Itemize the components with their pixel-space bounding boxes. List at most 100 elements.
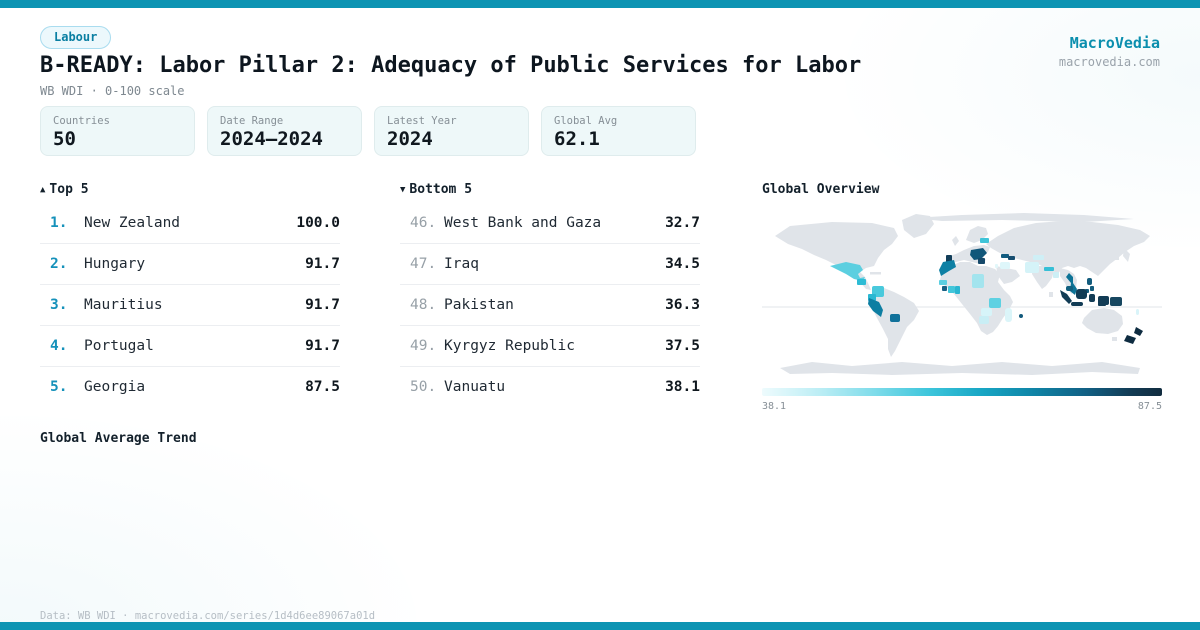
bottom5-panel: ▼ Bottom 5 46. West Bank and Gaza 32.7 47. Ir… (400, 182, 700, 407)
top5-title: Top 5 (49, 182, 89, 197)
map-region-greece (978, 258, 985, 264)
ranking-row: 4. Portugal 91.7 (40, 326, 340, 367)
map-region-cambodia (1066, 286, 1073, 291)
rank-number: 50. (410, 379, 437, 395)
brand-block: MacroVedia macrovedia.com (1058, 34, 1160, 70)
country-value: 37.5 (665, 338, 700, 354)
stat-card-date-range: Date Range 2024—2024 (207, 106, 362, 156)
map-region-guatemala (857, 279, 866, 285)
legend-min-label: 38.1 (762, 401, 787, 412)
down-triangle-icon: ▼ (400, 185, 406, 195)
page-subtitle: WB WDI · 0-100 scale (40, 84, 185, 98)
ranking-row: 50. Vanuatu 38.1 (400, 367, 700, 407)
trend-chart-area (40, 452, 1160, 602)
stat-value: 62.1 (554, 128, 600, 150)
stats-row: Countries 50 Date Range 2024—2024 Latest… (40, 106, 696, 156)
map-region-vietnam (1066, 273, 1077, 295)
map-region-botswana (979, 316, 989, 324)
map-region-new-zealand (1124, 335, 1136, 344)
stat-label: Countries (53, 115, 110, 127)
map-region-pakistan (1025, 262, 1039, 273)
footer-source-text: Data: WB WDI · macrovedia.com/series/1d4… (40, 610, 376, 622)
up-triangle-icon: ▲ (40, 185, 46, 195)
cuba (870, 272, 881, 275)
map-region-tanzania (989, 298, 1001, 308)
map-region-peru (868, 298, 883, 317)
map-regions (830, 238, 1143, 344)
continent-north-america (775, 222, 898, 290)
rank-number: 49. (410, 338, 437, 354)
country-value: 91.7 (305, 256, 340, 272)
country-name: Mauritius (84, 297, 163, 313)
map-region-paraguay (890, 314, 900, 322)
ranking-row: 47. Iraq 34.5 (400, 244, 700, 285)
country-value: 38.1 (665, 379, 700, 395)
country-name: Pakistan (444, 297, 514, 313)
country-name: Georgia (84, 379, 146, 395)
map-region-philippines (1090, 286, 1094, 291)
map-region-philippines (1087, 278, 1092, 285)
continent-australia (1082, 308, 1123, 334)
continent-arctic-strip (912, 213, 1134, 222)
map-region-cote-divoire (948, 286, 955, 293)
rank-number: 46. (410, 215, 437, 231)
map-region-ghana (955, 286, 960, 294)
map-region-new-zealand (1134, 327, 1143, 336)
ranking-row: 2. Hungary 91.7 (40, 244, 340, 285)
map-region-azerbaijan (1008, 256, 1015, 260)
ranking-row: 1. New Zealand 100.0 (40, 203, 340, 244)
continent-asia (986, 221, 1150, 276)
top-accent-bar (0, 0, 1200, 8)
ranking-row: 3. Mauritius 91.7 (40, 285, 340, 326)
brand-url: macrovedia.com (1058, 55, 1160, 69)
country-name: West Bank and Gaza (444, 215, 602, 231)
rank-number: 48. (410, 297, 437, 313)
brand-name: MacroVedia (1069, 34, 1160, 52)
tasmania (1112, 337, 1117, 341)
map-region-nepal (1044, 267, 1054, 271)
continents (775, 213, 1150, 375)
continent-antarctica (780, 362, 1140, 375)
top5-heading: ▲ Top 5 (40, 182, 340, 198)
map-region-vanuatu (1136, 309, 1139, 315)
map-region-indonesia (1098, 296, 1109, 305)
stat-card-latest-year: Latest Year 2024 (374, 106, 529, 156)
ranking-row: 48. Pakistan 36.3 (400, 285, 700, 326)
continent-greenland (902, 214, 934, 238)
top5-list: 1. New Zealand 100.0 2. Hungary 91.7 3. Mauriti… (40, 203, 340, 407)
map-region-indonesia (1076, 289, 1087, 299)
legend-labels: 38.1 87.5 (762, 401, 1162, 412)
country-value: 91.7 (305, 338, 340, 354)
country-name: Portugal (84, 338, 154, 354)
stat-label: Global Avg (554, 115, 618, 127)
bottom5-heading: ▼ Bottom 5 (400, 182, 700, 198)
stat-label: Latest Year (387, 115, 457, 127)
top5-panel: ▲ Top 5 1. New Zealand 100.0 2. Hungary 91.7 3.… (40, 182, 340, 407)
map-region-indonesia (1089, 294, 1095, 302)
stat-value: 50 (53, 128, 76, 150)
rank-number: 3. (50, 297, 68, 313)
rank-number: 1. (50, 215, 68, 231)
map-region-balkans-hungary (970, 248, 987, 260)
map-region-kyrgyz (1033, 255, 1044, 260)
rank-number: 2. (50, 256, 68, 272)
bottom-accent-bar (0, 622, 1200, 630)
color-scale-legend (762, 388, 1162, 396)
rank-number: 47. (410, 256, 437, 272)
stat-value: 2024 (387, 128, 433, 150)
map-region-senegal (939, 280, 947, 285)
continent-uk (952, 236, 959, 246)
country-value: 34.5 (665, 256, 700, 272)
bottom5-list: 46. West Bank and Gaza 32.7 47. Iraq 34.5 48. P… (400, 203, 700, 407)
map-region-indonesia (1071, 302, 1083, 306)
map-region-mexico (830, 262, 865, 281)
ranking-row: 46. West Bank and Gaza 32.7 (400, 203, 700, 244)
stat-card-global-avg: Global Avg 62.1 (541, 106, 696, 156)
map-region-chad (972, 274, 984, 288)
stat-label: Date Range (220, 115, 284, 127)
map-region-zambia (981, 308, 992, 316)
continent-japan (1123, 248, 1130, 262)
map-region-georgia (1001, 254, 1009, 258)
country-value: 91.7 (305, 297, 340, 313)
map-heading: Global Overview (762, 182, 880, 197)
